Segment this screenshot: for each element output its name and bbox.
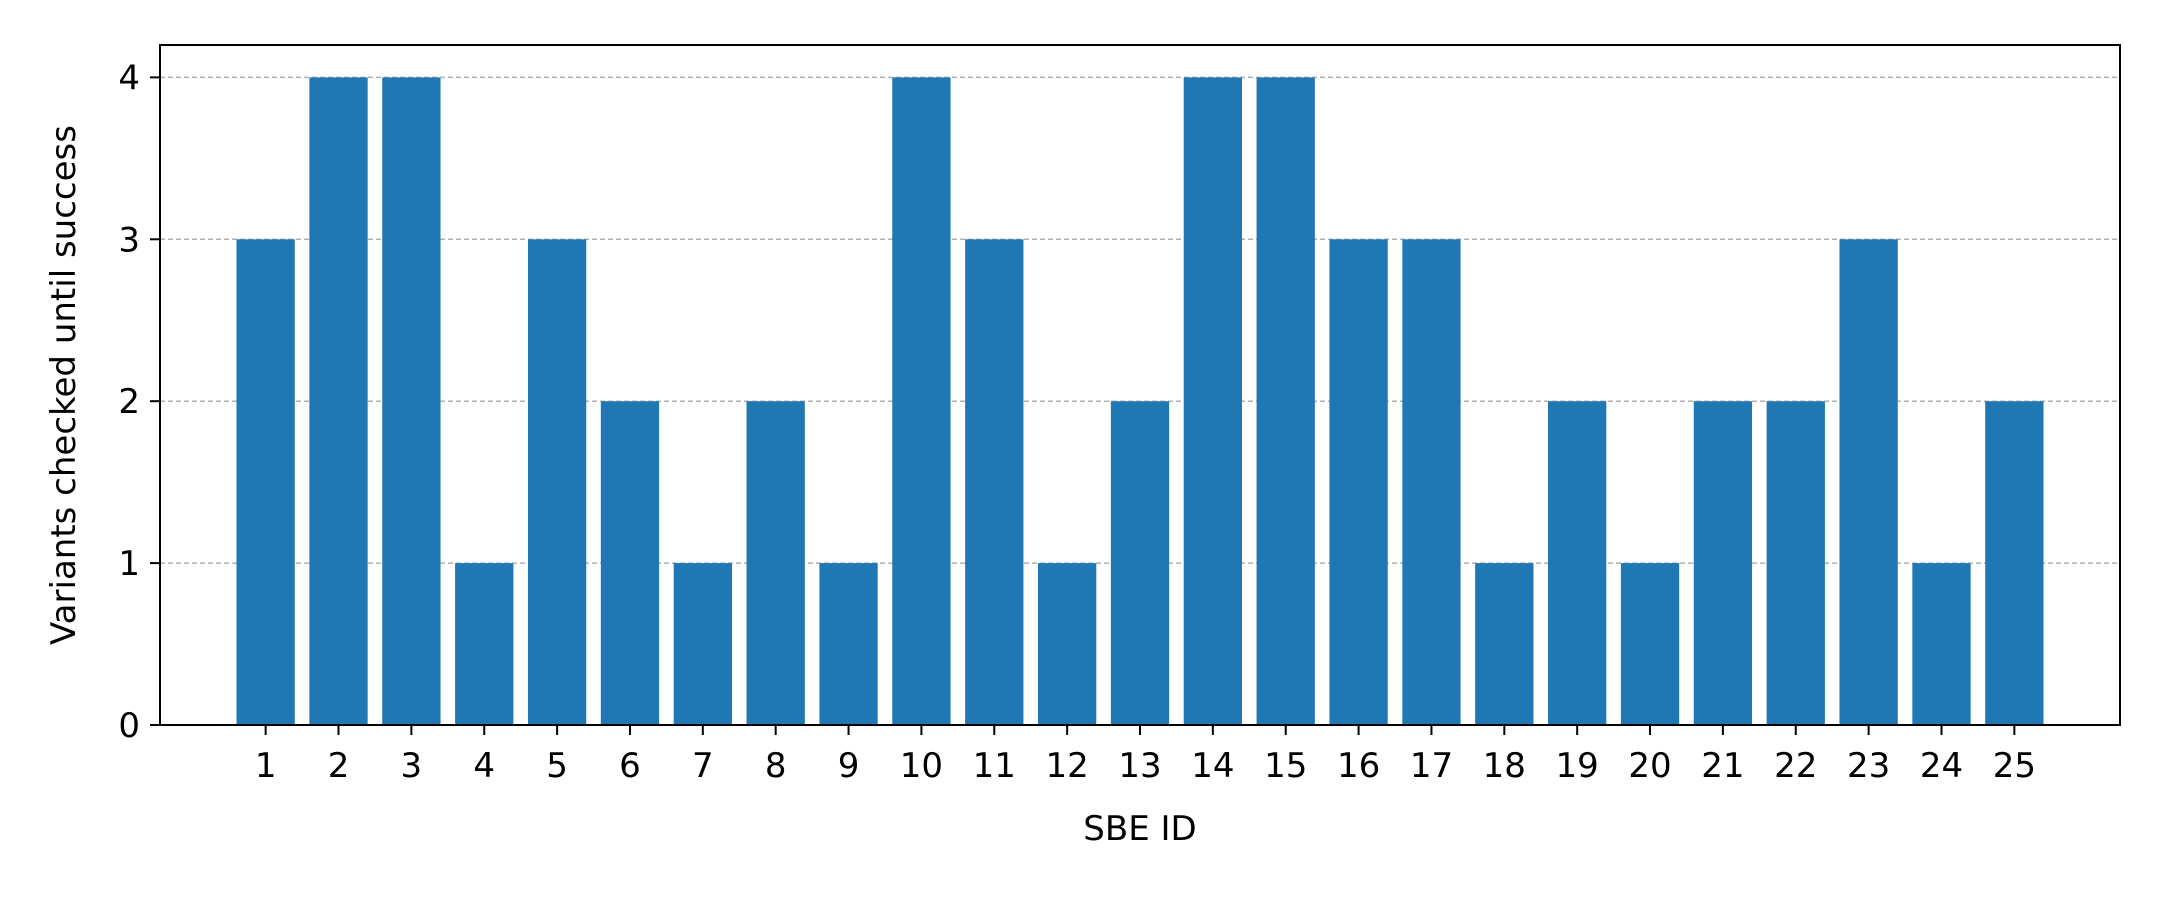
x-tick-label: 15: [1264, 746, 1307, 786]
x-tick-label: 16: [1337, 746, 1380, 786]
bar-sbe-23: [1839, 239, 1898, 726]
x-tick-label: 13: [1118, 746, 1161, 786]
bar-sbe-9: [819, 563, 878, 725]
bar-sbe-19: [1548, 401, 1607, 725]
y-tick-label: 2: [118, 382, 140, 422]
bar-sbe-11: [965, 239, 1024, 726]
x-tick-label: 4: [473, 746, 495, 786]
bar-sbe-22: [1766, 401, 1825, 725]
y-axis-ticks: 0 1 2 3 4: [118, 58, 160, 746]
x-tick-label: 6: [619, 746, 641, 786]
bar-sbe-25: [1985, 401, 2044, 725]
x-tick-label: 19: [1556, 746, 1599, 786]
bar-sbe-3: [382, 77, 441, 725]
x-tick-label: 5: [546, 746, 568, 786]
bar-sbe-12: [1037, 563, 1097, 725]
bars: [236, 77, 2044, 726]
x-tick-label: 17: [1410, 746, 1453, 786]
bar-sbe-5: [527, 239, 587, 726]
y-tick-label: 1: [118, 544, 140, 584]
bar-sbe-20: [1620, 563, 1680, 725]
x-tick-label: 7: [692, 746, 714, 786]
bar-sbe-8: [746, 401, 805, 725]
bar-sbe-15: [1256, 77, 1315, 725]
y-tick-label: 0: [118, 706, 140, 746]
bar-sbe-21: [1693, 401, 1753, 725]
y-tick-label: 3: [118, 220, 140, 260]
x-tick-label: 22: [1774, 746, 1817, 786]
bar-sbe-17: [1402, 239, 1461, 726]
x-tick-label: 1: [255, 746, 277, 786]
bar-sbe-14: [1183, 77, 1243, 725]
bar-sbe-24: [1912, 563, 1971, 725]
x-tick-label: 20: [1628, 746, 1671, 786]
y-axis-label: Variants checked until success: [44, 125, 84, 645]
bar-sbe-18: [1475, 563, 1534, 725]
bar-sbe-16: [1329, 239, 1388, 726]
bar-sbe-1: [236, 239, 295, 726]
x-tick-label: 10: [900, 746, 943, 786]
x-tick-label: 23: [1847, 746, 1890, 786]
x-tick-label: 12: [1046, 746, 1089, 786]
x-tick-label: 2: [328, 746, 350, 786]
x-tick-label: 3: [401, 746, 423, 786]
x-tick-label: 8: [765, 746, 787, 786]
x-tick-label: 14: [1191, 746, 1234, 786]
bar-sbe-7: [673, 563, 732, 725]
bar-sbe-4: [455, 563, 514, 725]
x-axis-ticks: 1 2 3 4 5 6 7 8 9 10 11 12 13 14 15 16 17 18 19 20 21 22 23 24 2…: [255, 725, 2036, 786]
x-axis-label: SBE ID: [1083, 809, 1196, 849]
bar-sbe-6: [600, 401, 660, 725]
bar-sbe-10: [892, 77, 951, 725]
x-tick-label: 21: [1701, 746, 1744, 786]
x-tick-label: 24: [1920, 746, 1963, 786]
x-tick-label: 18: [1483, 746, 1526, 786]
bar-sbe-13: [1110, 401, 1170, 725]
bar-sbe-2: [309, 77, 368, 725]
y-tick-label: 4: [118, 58, 140, 98]
x-tick-label: 11: [973, 746, 1016, 786]
x-tick-label: 9: [838, 746, 860, 786]
x-tick-label: 25: [1993, 746, 2036, 786]
